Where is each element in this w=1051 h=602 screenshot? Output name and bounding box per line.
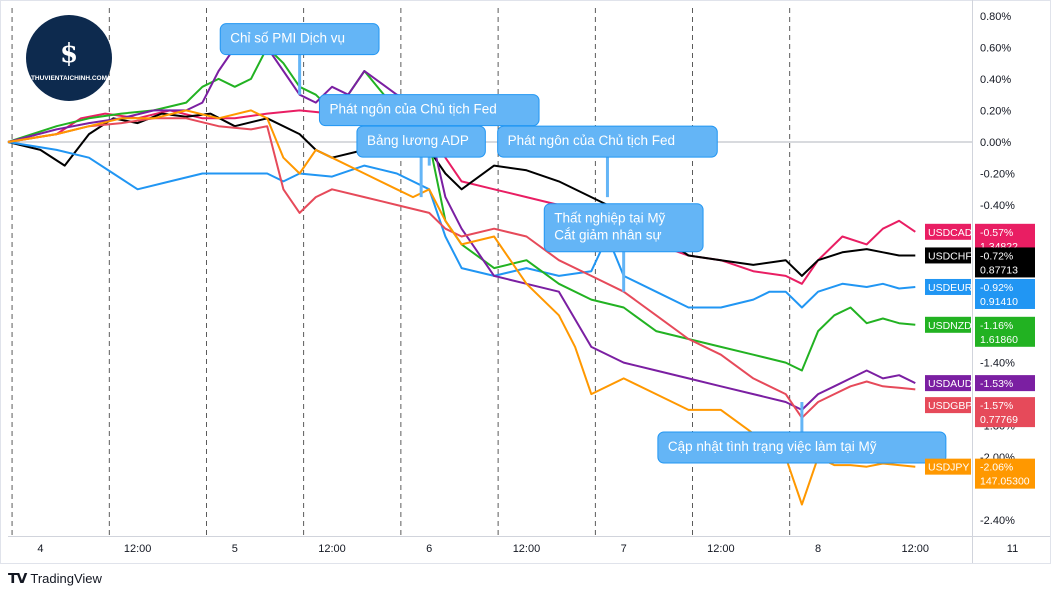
price-tag-percent: -0.92%: [980, 282, 1013, 294]
price-tag-usdchf[interactable]: USDCHF -0.72% 0.87713: [925, 247, 1035, 278]
price-tag-value-box: [975, 458, 1035, 489]
y-tick-label: 0.20%: [980, 105, 1011, 117]
price-tag-symbol-box: [925, 397, 971, 414]
annotation-label: Phát ngôn của Chủ tịch Fed: [508, 133, 675, 148]
tradingview-brand[interactable]: 𝗧𝗩 TradingView: [8, 570, 102, 587]
x-tick-label: 12:00: [707, 543, 735, 555]
price-tag-symbol: USDJPY: [928, 462, 969, 474]
watermark-circle: [26, 15, 112, 101]
tradingview-logo-icon: 𝗧𝗩: [8, 570, 27, 586]
x-tick-label: 12:00: [902, 543, 930, 555]
x-tick-label: 6: [426, 543, 432, 555]
price-tag-price: 0.87713: [980, 264, 1018, 276]
price-tag-value-box: [975, 247, 1035, 278]
price-tag-price: 0.77769: [980, 414, 1018, 426]
series-line-usdaud[interactable]: [7, 30, 916, 411]
x-tick-label: 12:00: [513, 543, 541, 555]
callout-box: [497, 125, 718, 158]
series-line-usdchf[interactable]: [7, 112, 916, 277]
tradingview-label: TradingView: [30, 571, 102, 586]
annotation-label: Thất nghiệp tại Mỹ: [554, 211, 665, 226]
price-tag-symbol: USDCAD: [928, 227, 973, 239]
price-tag-percent: -2.06%: [980, 462, 1013, 474]
price-tag-symbol: USDAUD: [928, 378, 973, 390]
price-tag-percent: -1.16%: [980, 320, 1013, 332]
price-tag-symbol-box: [925, 458, 971, 475]
series-line-usdnzd[interactable]: [7, 46, 916, 372]
price-tag-value-box: [975, 375, 1035, 392]
price-tag-symbol: USDGBP: [928, 400, 972, 412]
price-tag-usdaud[interactable]: USDAUD -1.53%: [925, 375, 1035, 392]
annotation-label: Chỉ số PMI Dịch vụ: [230, 31, 345, 46]
price-tag-symbol-box: [925, 278, 971, 295]
x-tick-label: 12:00: [124, 543, 152, 555]
y-tick-label: 0.00%: [980, 137, 1011, 149]
price-tag-usdjpy[interactable]: USDJPY -2.06% 147.05300: [925, 458, 1035, 489]
price-tag-usdeur[interactable]: USDEUR -0.92% 0.91410: [925, 278, 1035, 309]
watermark-text: THUVIENTAICHINH.COM: [31, 75, 107, 82]
series-line-usdjpy[interactable]: [7, 109, 916, 506]
price-tag-symbol-box: [925, 316, 971, 333]
y-tick-label: -0.40%: [980, 200, 1015, 212]
callout-box: [543, 203, 704, 253]
annotation-label: Cập nhật tình trạng việc làm tại Mỹ: [668, 439, 877, 454]
annotation-callout[interactable]: Bảng lương ADP: [356, 125, 486, 198]
annotation-callout[interactable]: Phát ngôn của Chủ tịch Fed: [497, 125, 718, 198]
annotation-callout[interactable]: Phát ngôn của Chủ tịch Fed: [318, 94, 540, 166]
y-tick-label: 0.60%: [980, 42, 1011, 54]
price-tag-symbol: USDNZD: [928, 320, 972, 332]
price-tag-percent: -1.57%: [980, 400, 1013, 412]
y-tick-label: 0.40%: [980, 74, 1011, 86]
x-tick-label: 7: [621, 543, 627, 555]
price-tag-price: 1.61860: [980, 334, 1018, 346]
callout-box: [356, 125, 486, 158]
price-tag-price: 147.05300: [980, 476, 1030, 488]
price-tag-value-box: [975, 316, 1035, 347]
y-tick-label: 0.80%: [980, 11, 1011, 23]
watermark-glyph: $: [60, 39, 78, 69]
annotation-callout[interactable]: Chỉ số PMI Dịch vụ: [219, 23, 380, 95]
annotation-label: Bảng lương ADP: [367, 133, 469, 148]
price-tag-symbol-box: [925, 247, 971, 264]
price-tag-usdgbp[interactable]: USDGBP -1.57% 0.77769: [925, 397, 1035, 428]
y-tick-label: -2.40%: [980, 515, 1015, 527]
price-tag-symbol: USDCHF: [928, 250, 972, 262]
price-tag-symbol-box: [925, 223, 971, 240]
price-tag-value-box: [975, 397, 1035, 428]
price-tag-percent: -0.72%: [980, 250, 1013, 262]
series-line-usdeur[interactable]: [7, 141, 916, 309]
price-tag-symbol: USDEUR: [928, 282, 973, 294]
annotation-callout[interactable]: Thất nghiệp tại Mỹ Cắt giảm nhân sự: [543, 203, 704, 292]
callout-box: [657, 431, 947, 464]
annotation-label: Phát ngôn của Chủ tịch Fed: [329, 102, 496, 117]
callout-box: [318, 94, 540, 127]
price-tag-symbol-box: [925, 375, 971, 392]
y-tick-label: -1.40%: [980, 358, 1015, 370]
y-tick-label: -0.20%: [980, 168, 1015, 180]
series-line-usdcad[interactable]: [7, 109, 916, 285]
price-tag-usdnzd[interactable]: USDNZD -1.16% 1.61860: [925, 316, 1035, 347]
annotation-callout[interactable]: Cập nhật tình trạng việc làm tại Mỹ: [657, 402, 947, 464]
annotation-label: Cắt giảm nhân sự: [554, 228, 661, 243]
watermark-logo: $ THUVIENTAICHINH.COM: [26, 15, 112, 101]
price-tag-price: 0.91410: [980, 296, 1018, 308]
x-tick-label: 11: [1007, 543, 1018, 555]
x-tick-label: 5: [232, 543, 238, 555]
x-tick-label: 12:00: [318, 543, 346, 555]
series-line-usdgbp[interactable]: [7, 117, 916, 419]
price-tag-percent: -0.57%: [980, 227, 1013, 239]
x-tick-label: 8: [815, 543, 821, 555]
price-tag-value-box: [975, 278, 1035, 309]
price-tag-percent: -1.53%: [980, 378, 1013, 390]
callout-box: [219, 23, 380, 56]
x-tick-label: 4: [37, 543, 43, 555]
